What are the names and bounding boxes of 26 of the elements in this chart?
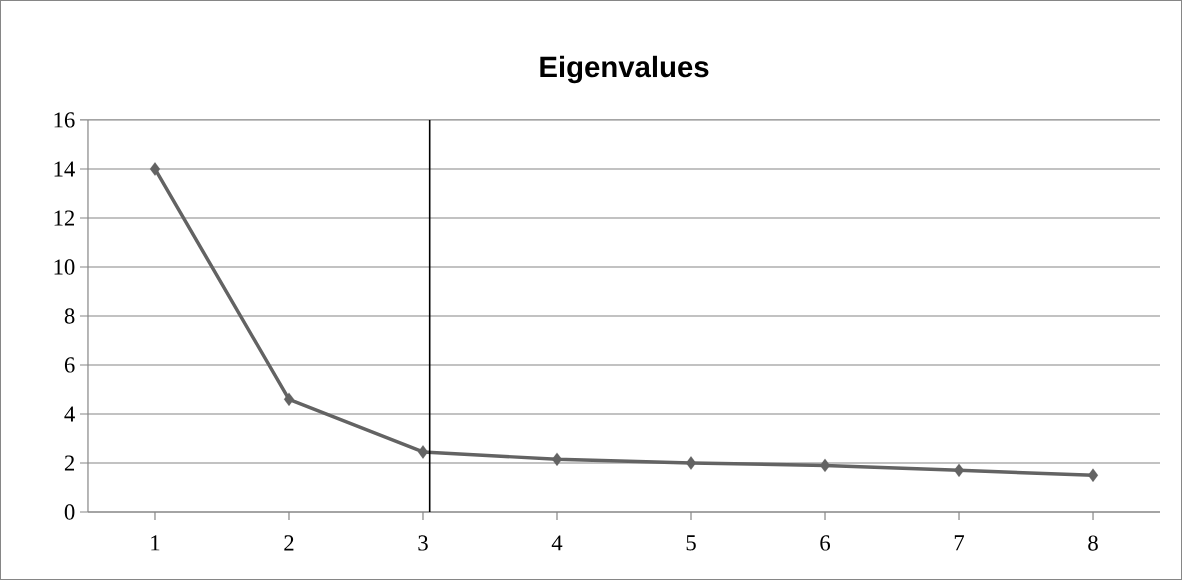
point (819, 458, 831, 473)
y-tick-label: 8 (64, 308, 75, 324)
point (417, 445, 429, 459)
point (685, 456, 697, 470)
y-tick-label: 2 (64, 455, 75, 471)
x-tick-label: 3 (418, 535, 428, 551)
y-tick-label: 10 (54, 259, 75, 275)
x-tick-label: 4 (551, 535, 563, 551)
y-tick-label: 12 (54, 210, 75, 226)
x-tick-label: 2 (284, 535, 294, 551)
x-tick-label: 5 (686, 535, 696, 551)
y-tick-label: 16 (54, 112, 75, 128)
point (283, 392, 295, 407)
x-tick-label: 8 (1088, 535, 1098, 551)
point (1087, 468, 1099, 483)
point (551, 452, 563, 467)
y-tick-label: 6 (64, 357, 75, 373)
y-tick-label: 0 (64, 504, 75, 520)
x-tick-label: 1 (151, 535, 160, 551)
y-tick-label: 14 (54, 161, 75, 177)
x-tick-label: 7 (954, 535, 965, 551)
point (953, 463, 965, 478)
point (149, 162, 161, 176)
chart-title: Eigenvalues (540, 55, 709, 84)
y-tick-label: 4 (64, 406, 75, 422)
x-tick-label: 6 (820, 535, 831, 551)
